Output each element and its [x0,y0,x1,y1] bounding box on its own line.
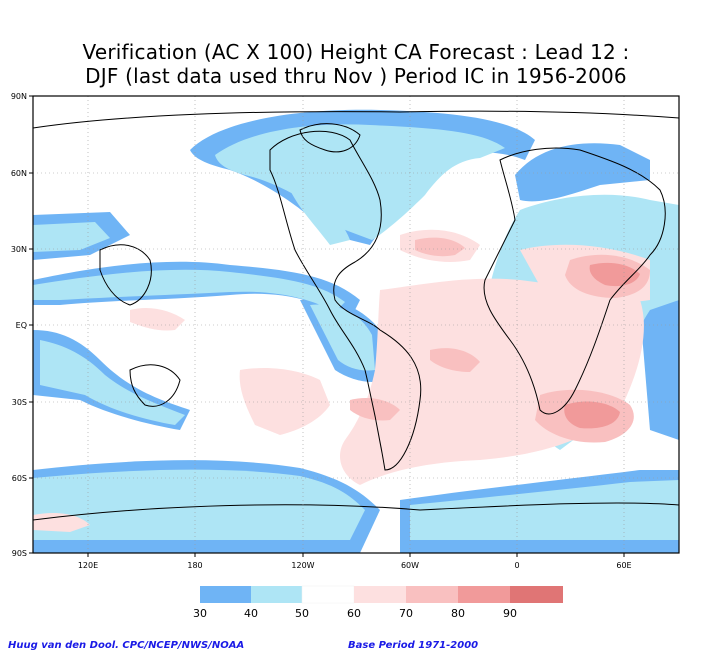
colorbar [200,585,563,604]
lon-label-60w: 60W [401,561,419,570]
lat-label-90n: 90N [11,92,27,101]
colorbar-swatch-lt30 [200,586,251,603]
lat-label-90s: 90S [12,549,27,558]
lat-label-60n: 60N [11,169,27,178]
lon-label-60e: 60E [616,561,631,570]
colorbar-label-40: 40 [244,607,258,620]
author-credit: Huug van den Dool. CPC/NCEP/NWS/NOAA [8,640,245,651]
colorbar-swatch-gt90 [510,586,563,603]
map-title-line-2: DJF (last data used thru Nov ) Period IC… [85,64,627,88]
lon-label-120e: 120E [78,561,98,570]
lat-label-60s: 60S [12,474,27,483]
map-title-line-1: Verification (AC X 100) Height CA Foreca… [82,40,630,64]
colorbar-label-80: 80 [451,607,465,620]
map-plot-area [33,96,679,553]
lon-label-120w: 120W [291,561,314,570]
lat-label-30s: 30S [12,398,27,407]
colorbar-label-60: 60 [347,607,361,620]
lon-label-0: 0 [514,561,519,570]
colorbar-swatch-30-40 [251,586,302,603]
graticule [33,96,679,553]
colorbar-label-70: 70 [399,607,413,620]
coastlines [33,110,679,521]
colorbar-label-50: 50 [295,607,309,620]
axis-ticks [29,95,625,557]
colorbar-swatch-60-70 [354,586,406,603]
lat-label-eq: EQ [16,321,27,330]
colorbar-swatch-80-90 [458,586,510,603]
colorbar-label-90: 90 [503,607,517,620]
base-period-note: Base Period 1971-2000 [348,640,479,651]
colorbar-swatch-40-60 [301,585,355,604]
colorbar-swatch-70-80 [406,586,458,603]
colorbar-label-30: 30 [193,607,207,620]
lat-label-30n: 30N [11,245,27,254]
lon-label-180: 180 [187,561,202,570]
